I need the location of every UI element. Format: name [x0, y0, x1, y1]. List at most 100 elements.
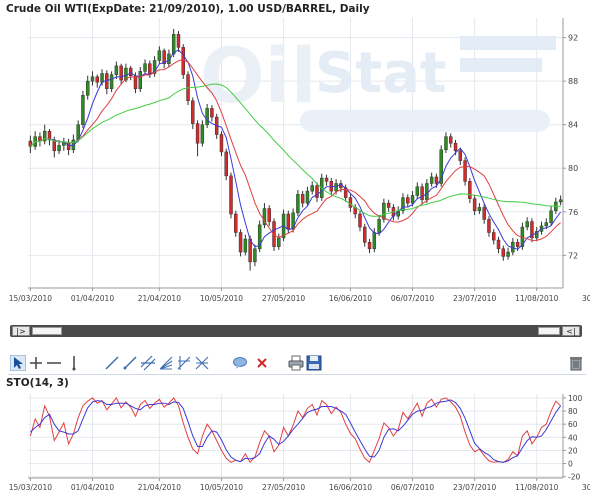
price-tick-label: 72: [568, 251, 578, 260]
candle: [210, 105, 214, 122]
candle: [109, 71, 114, 93]
candle-body: [377, 219, 381, 233]
candle-body: [506, 251, 510, 257]
candle-body: [501, 248, 506, 257]
candle-body: [496, 239, 501, 250]
candle: [229, 172, 233, 219]
candle: [200, 120, 205, 147]
trend-line-icon[interactable]: [104, 355, 120, 371]
candle: [33, 131, 37, 150]
date-tick-label: 10/05/2010: [200, 294, 243, 303]
candle: [253, 244, 257, 267]
date-tick-label: 01/04/2010: [71, 483, 114, 492]
candle: [382, 198, 386, 223]
date-tick-label: 15/03/2010: [9, 483, 52, 492]
candle-body: [181, 47, 185, 75]
candle: [234, 210, 238, 237]
crosshair-icon[interactable]: [28, 355, 44, 371]
candle: [472, 195, 477, 216]
candle: [429, 172, 434, 187]
price-axis: 72 76 80 84 88 92: [563, 34, 578, 260]
stochastic-axis: -20 0 20 40 60 80 100: [563, 394, 583, 482]
candle: [157, 46, 162, 64]
comment-icon[interactable]: [232, 355, 248, 371]
candle-body: [95, 76, 99, 83]
candle: [401, 193, 405, 214]
sto-tick-label: 40: [568, 433, 578, 442]
toolbar-divider: [8, 374, 586, 375]
trash-icon[interactable]: [568, 355, 584, 371]
candle-body: [406, 197, 410, 204]
candle-body: [191, 100, 195, 124]
candle-body: [449, 136, 453, 144]
candle-body: [114, 65, 119, 75]
date-tick-label: 23/07/2010: [453, 483, 496, 492]
stochastic-date-axis: 15/03/2010 01/04/2010 21/04/2010 10/05/2010…: [9, 478, 590, 492]
price-tick-label: 84: [568, 121, 578, 130]
delete-icon[interactable]: [254, 355, 270, 371]
candle: [105, 70, 109, 95]
candle: [90, 71, 95, 86]
candle: [224, 148, 228, 181]
candle-body: [549, 210, 553, 223]
chart-title: Crude Oil WTI(ExpDate: 21/09/2010), 1.00…: [6, 3, 370, 15]
price-tick-label: 88: [568, 77, 578, 86]
range-handle-left[interactable]: [32, 327, 62, 335]
candle-body: [171, 34, 176, 55]
fibonacci-fan-icon[interactable]: [158, 355, 174, 371]
candle-body: [157, 50, 162, 61]
candle-body: [382, 202, 386, 220]
parallel-channel-icon[interactable]: [140, 355, 156, 371]
candle: [296, 190, 300, 217]
navigator-scrollbar[interactable]: |> <|: [10, 325, 582, 337]
candle: [358, 210, 362, 232]
moving-average-line: [30, 83, 561, 217]
candle: [549, 206, 553, 226]
candle: [501, 245, 506, 261]
cursor-arrow-icon[interactable]: [10, 355, 26, 371]
candle: [525, 217, 529, 231]
print-icon[interactable]: [288, 355, 304, 371]
candle: [315, 182, 319, 202]
candle-body: [57, 145, 61, 152]
candle: [511, 237, 515, 256]
candle: [138, 66, 142, 93]
candle: [300, 191, 305, 208]
fibonacci-arcs-icon[interactable]: [176, 355, 192, 371]
date-tick-label: 21/04/2010: [138, 483, 181, 492]
candle: [162, 48, 166, 69]
candle-body: [257, 224, 262, 250]
date-tick-label: 11/08/2010: [515, 294, 558, 303]
gann-fan-icon[interactable]: [194, 355, 210, 371]
candle: [62, 137, 66, 151]
range-handle-right[interactable]: [538, 327, 560, 335]
candle-body: [291, 212, 295, 230]
candle-body: [453, 142, 458, 152]
candle: [439, 145, 443, 187]
vertical-line-icon[interactable]: [66, 355, 82, 371]
candle-body: [128, 67, 133, 76]
candle: [28, 135, 33, 153]
scroll-start-button[interactable]: |>: [12, 326, 30, 336]
candle: [463, 157, 467, 186]
price-chart[interactable]: Oil Stat 72 76 80 84 88 92 15/03/2010 01/04/20…: [0, 18, 590, 306]
candle-body: [468, 181, 472, 199]
candle-body: [415, 186, 420, 196]
candle-body: [210, 108, 214, 118]
candle-body: [300, 194, 305, 204]
candle: [305, 186, 310, 207]
candle-body: [42, 130, 47, 142]
candle-body: [463, 160, 467, 182]
candle: [114, 61, 119, 79]
ray-line-icon[interactable]: [122, 355, 138, 371]
candle: [458, 147, 463, 165]
candle: [444, 132, 448, 153]
scroll-end-button[interactable]: <|: [562, 326, 580, 336]
candle: [119, 63, 123, 85]
horizontal-line-icon[interactable]: [46, 355, 62, 371]
candle-body: [558, 199, 563, 203]
stochastic-chart[interactable]: -20 0 20 40 60 80 100 15/03/2010 01/04/2010 21/0…: [0, 388, 590, 496]
save-icon[interactable]: [306, 355, 322, 371]
candles: [28, 28, 563, 271]
candle: [219, 131, 224, 157]
